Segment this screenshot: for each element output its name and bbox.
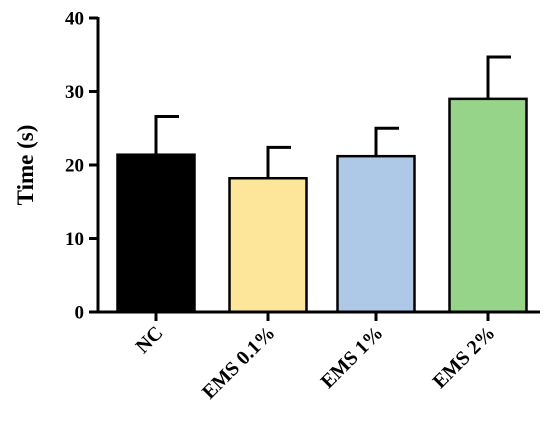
x-category-label: EMS 2% (429, 322, 500, 393)
y-tick-label: 40 (65, 9, 84, 30)
plot-area: 0 10 20 30 40 NC EMS 0.1% EMS 1% EMS 2% (65, 9, 528, 404)
bar (336, 154, 416, 314)
y-tick-label: 0 (75, 303, 85, 324)
x-category-label: EMS 1% (317, 322, 388, 393)
axes (96, 17, 540, 314)
bar (116, 153, 196, 314)
bar (228, 176, 308, 314)
x-category-label: NC (132, 322, 168, 358)
bar (448, 97, 528, 314)
y-axis-title: Time (s) (13, 125, 38, 206)
y-tick-label: 20 (65, 156, 84, 177)
y-tick-label: 30 (65, 82, 84, 103)
x-category-label: EMS 0.1% (198, 322, 280, 404)
y-tick-label: 10 (65, 229, 84, 250)
